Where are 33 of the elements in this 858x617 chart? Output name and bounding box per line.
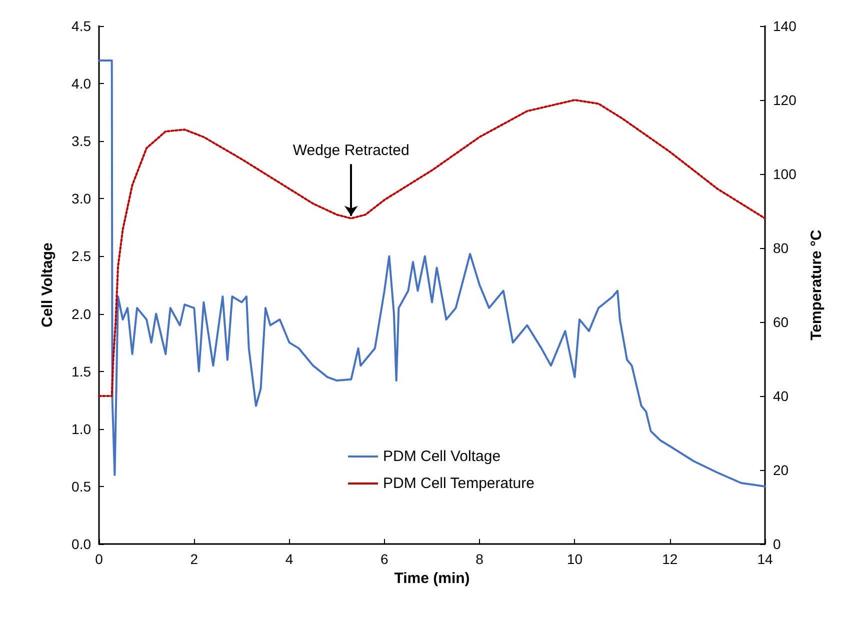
x-tick-label: 4 (285, 551, 294, 567)
y-tick-label: 2.0 (72, 306, 92, 322)
annotation: Wedge Retracted (292, 142, 410, 160)
x-tick-label: 14 (757, 551, 773, 567)
x-tick-label: 6 (380, 551, 389, 567)
y2-tick-label: 140 (773, 18, 797, 34)
y2-tick-label: 80 (773, 240, 789, 256)
x-tick-label: 10 (566, 551, 583, 567)
x-tick-label: 0 (95, 551, 104, 567)
legend-label: PDM Cell Voltage (383, 448, 501, 465)
y2-tick-label: 40 (773, 388, 789, 404)
y2-tick-label: 120 (773, 92, 797, 108)
y-tick-label: 3.5 (72, 133, 92, 150)
y-tick-label: 4.0 (72, 76, 92, 92)
x-tick-label: 2 (190, 551, 198, 567)
y2-tick-label: 60 (773, 314, 789, 330)
y-axis-title: Cell Voltage (39, 242, 56, 328)
y2-tick-label: 0 (773, 536, 781, 552)
y-tick-label: 1.0 (72, 420, 92, 437)
x-tick-label: 8 (476, 551, 484, 567)
y-tick-label: 1.5 (72, 363, 92, 380)
y-tick-label: 4.5 (72, 18, 92, 34)
x-axis-title: Time (min) (394, 570, 470, 587)
y2-tick-label: 100 (773, 166, 797, 182)
line-series (98, 99, 766, 397)
y-tick-label: 2.5 (72, 248, 92, 264)
y2-tick-label: 20 (773, 462, 789, 478)
x-tick-label: 12 (662, 551, 678, 567)
y-tick-label: 3.0 (72, 190, 92, 207)
y2-axis-title: Temperature °C (808, 229, 825, 340)
legend-label: PDM Cell Temperature (383, 475, 534, 492)
y-tick-label: 0.5 (72, 478, 92, 494)
y-tick-label: 0.0 (72, 536, 92, 552)
